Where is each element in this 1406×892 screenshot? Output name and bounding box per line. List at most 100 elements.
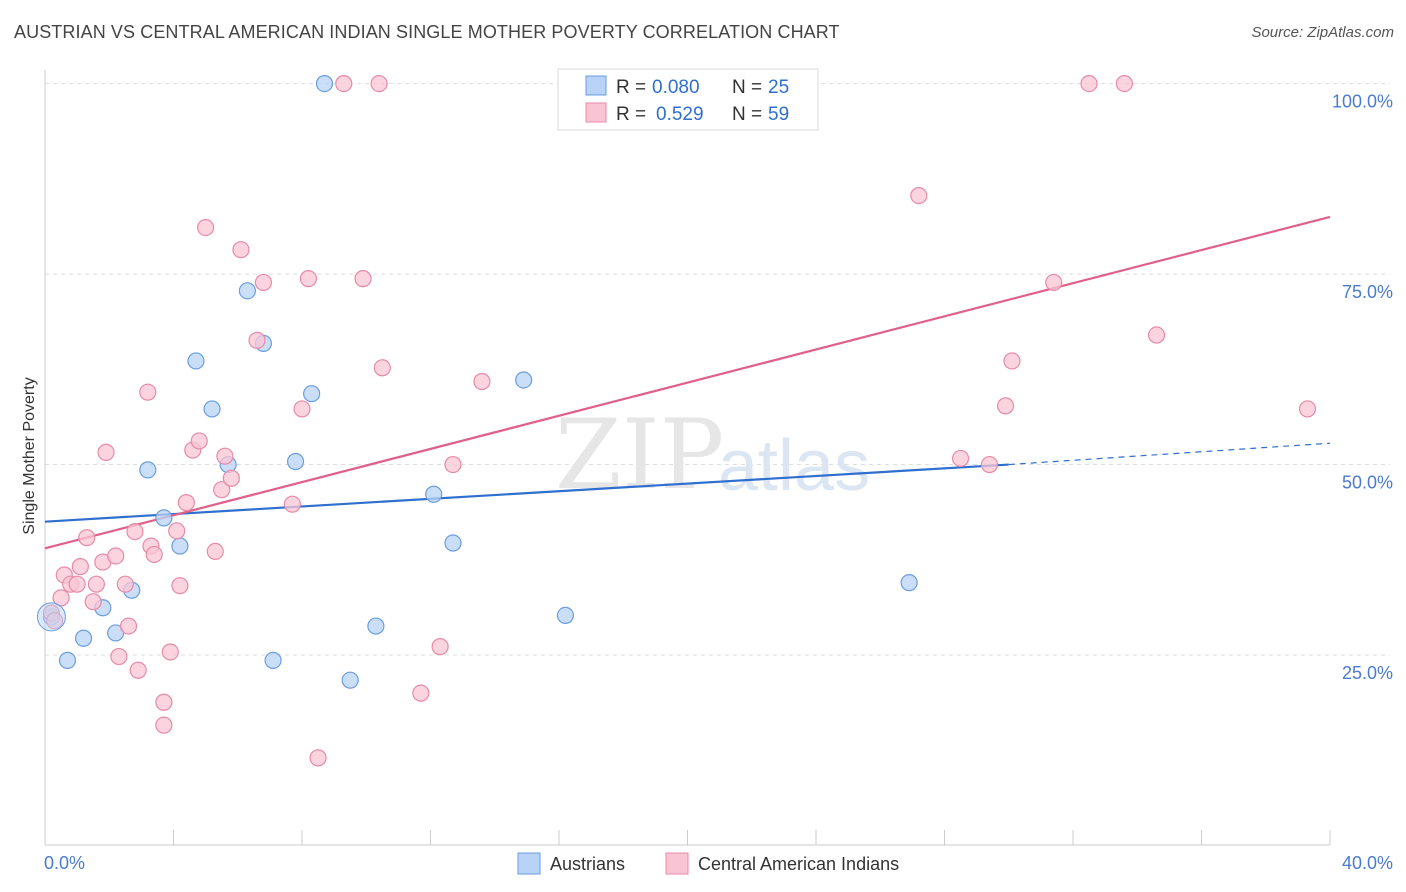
central-american-indians-point: [293, 400, 311, 418]
central-american-indians-point: [373, 359, 391, 377]
legend-r-label: R =: [616, 104, 646, 125]
austrians-point: [187, 352, 205, 370]
central-american-indians-point: [155, 716, 173, 734]
central-american-indians-point: [168, 522, 186, 540]
central-american-indians-point: [299, 270, 318, 288]
central-american-indians-point: [951, 449, 970, 468]
austrians-point: [58, 651, 77, 669]
austrians-point: [155, 509, 173, 527]
austrians-point: [139, 461, 157, 479]
bottom-legend-swatch-central-american-indians: [665, 852, 689, 875]
central-american-indians-point: [232, 241, 250, 259]
austrians-point: [238, 282, 256, 300]
watermark: ZIP atlas: [555, 399, 870, 511]
legend-r-label: R =: [616, 77, 646, 98]
austrians-point: [556, 606, 575, 625]
legend-n-label: N =: [732, 77, 762, 98]
central-american-indians-point: [1003, 352, 1021, 370]
central-american-indians-point: [155, 693, 173, 711]
austrians-point-cluster: [36, 602, 66, 632]
austrians-point: [367, 617, 385, 635]
trend-lines: [44, 215, 1331, 550]
x-tick-label: 0.0%: [44, 853, 85, 873]
central-american-indians-point: [980, 455, 999, 474]
legend-swatch-austrians: [585, 75, 607, 96]
central-american-indians-point: [473, 372, 491, 391]
austrians-point: [171, 537, 189, 555]
austrians-trend-extension: [1008, 442, 1331, 466]
y-tick-label: 75.0%: [1342, 282, 1393, 302]
central-american-indians-point: [197, 218, 215, 237]
central-american-indians-point: [68, 575, 86, 593]
central-american-indians-point: [52, 589, 70, 607]
y-tick-label: 100.0%: [1332, 92, 1393, 112]
y-tick-label: 25.0%: [1342, 663, 1393, 683]
central-american-indians-point: [145, 545, 163, 564]
grid-lines: [45, 83, 1390, 656]
central-american-indians-point: [431, 638, 449, 656]
legend-n-value: 25: [768, 77, 789, 98]
central-american-indians-point: [283, 495, 301, 513]
central-american-indians-point: [370, 74, 388, 93]
correlation-legend: R = 0.080 N = 25 R = 0.529 N = 59: [557, 68, 819, 131]
central-american-indians-point: [444, 455, 462, 474]
central-american-indians-point: [107, 547, 125, 565]
central-american-indians-point: [309, 749, 327, 767]
central-american-indians-point: [254, 273, 273, 292]
austrians-point: [203, 400, 221, 418]
central-american-indians-point: [84, 593, 102, 611]
central-american-indians-point: [171, 577, 189, 595]
austrians-point: [303, 385, 321, 403]
central-american-indians-point: [116, 575, 134, 593]
central-american-indians-point: [129, 661, 147, 679]
central-american-indians-point: [1080, 74, 1098, 93]
central-american-indians-point: [335, 74, 353, 93]
austrians-point: [444, 534, 462, 552]
central-american-indians-point: [139, 383, 157, 401]
austrians-point: [264, 651, 282, 669]
legend-swatch-central-american-indians: [585, 102, 607, 123]
legend-n-label: N =: [732, 104, 762, 125]
central-american-indians-point: [161, 643, 179, 661]
central-american-indians-point: [126, 522, 144, 541]
central-american-indians-point: [1298, 400, 1317, 418]
central-american-indians-point: [1115, 74, 1134, 93]
central-american-indians-point: [1045, 273, 1063, 292]
central-american-indians-point: [78, 529, 96, 547]
bottom-legend-central-american-indians: Central American Indians: [698, 854, 899, 874]
austrians-point: [315, 74, 334, 93]
legend-n-value: 59: [768, 104, 789, 125]
watermark-zip: ZIP: [555, 399, 724, 511]
austrians-point: [74, 629, 93, 647]
central-american-indians-point: [206, 542, 224, 561]
central-american-indians-point: [87, 575, 106, 593]
data-points: [36, 74, 1317, 767]
central-american-indians-point: [71, 558, 89, 576]
central-american-indians-point: [1147, 326, 1166, 344]
central-american-indians-point: [177, 494, 195, 512]
central-american-indians-point: [248, 331, 266, 349]
source-credit: Source: ZipAtlas.com: [1251, 24, 1394, 41]
series-legend: Austrians Central American Indians: [517, 852, 899, 875]
bottom-legend-austrians: Austrians: [550, 854, 625, 874]
legend-r-value: 0.080: [652, 77, 700, 98]
watermark-atlas: atlas: [718, 426, 870, 506]
austrians-point: [515, 371, 533, 389]
central-american-indians-point: [190, 432, 208, 450]
tick-labels: 25.0% 50.0% 75.0% 100.0% 0.0% 40.0%: [44, 92, 1393, 873]
central-american-indians-trend-line: [44, 215, 1331, 550]
austrians-point: [341, 671, 359, 689]
chart-title: AUSTRIAN VS CENTRAL AMERICAN INDIAN SING…: [14, 22, 840, 42]
central-american-indians-point: [97, 443, 115, 461]
y-tick-label: 50.0%: [1342, 473, 1393, 493]
central-american-indians-point: [110, 647, 128, 666]
y-axis-label: Single Mother Poverty: [21, 377, 38, 534]
central-american-indians-point: [216, 447, 234, 465]
central-american-indians-point: [910, 186, 928, 205]
central-american-indians-point: [222, 469, 240, 487]
x-tick-label: 40.0%: [1342, 853, 1393, 873]
legend-r-value: 0.529: [656, 104, 704, 125]
central-american-indians-point: [213, 481, 231, 499]
austrians-point: [900, 574, 918, 592]
